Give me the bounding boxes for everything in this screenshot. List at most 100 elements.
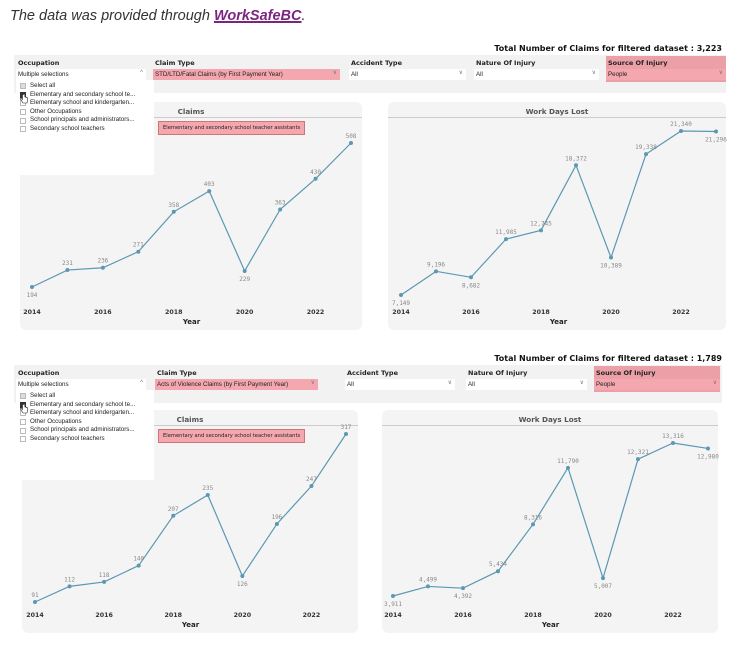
accident_type-filter-value: All	[351, 71, 358, 78]
data-label: 3,911	[384, 601, 402, 608]
dropdown-option[interactable]: Secondary school teachers	[20, 125, 150, 134]
chevron-down-icon: ∨	[332, 70, 337, 76]
data-point[interactable]	[574, 163, 578, 168]
data-label: 12,980	[697, 453, 719, 460]
dropdown-option[interactable]: Elementary and secondary school te...	[20, 401, 150, 410]
occupation-filter-value: Multiple selections	[18, 381, 69, 388]
data-point[interactable]	[706, 446, 710, 451]
data-point[interactable]	[426, 584, 430, 589]
data-point[interactable]	[496, 569, 500, 574]
occupation-filter-select[interactable]: Multiple selections ^	[16, 69, 146, 80]
claim_type-filter-select[interactable]: Acts of Violence Claims (by First Paymen…	[155, 379, 318, 390]
data-point[interactable]	[391, 594, 395, 598]
data-point[interactable]	[207, 189, 212, 194]
data-label: 358	[168, 202, 179, 209]
checkbox-icon[interactable]	[20, 436, 26, 443]
data-point[interactable]	[531, 522, 535, 527]
option-label: Secondary school teachers	[30, 124, 105, 132]
data-point[interactable]	[100, 265, 105, 270]
dropdown-option[interactable]: School principals and administrators...	[20, 116, 150, 125]
data-point[interactable]	[461, 586, 465, 591]
data-point[interactable]	[566, 465, 570, 470]
data-point[interactable]	[33, 600, 37, 604]
data-point[interactable]	[399, 293, 403, 297]
data-point[interactable]	[309, 484, 314, 489]
data-point[interactable]	[30, 285, 34, 289]
checkbox-icon[interactable]	[20, 83, 26, 90]
data-point[interactable]	[714, 129, 718, 134]
data-point[interactable]	[274, 521, 279, 526]
dropdown-option[interactable]: Select all	[20, 82, 150, 91]
claim_type-filter-label: Claim Type	[157, 369, 197, 377]
chevron-down-icon: ∨	[718, 70, 723, 76]
dropdown-option[interactable]: Elementary school and kindergarten...	[20, 409, 150, 418]
source-filter-label: Source Of Injury	[608, 59, 668, 67]
data-point[interactable]	[136, 249, 141, 254]
data-point[interactable]	[278, 207, 283, 212]
data-point[interactable]	[344, 432, 348, 436]
dropdown-option[interactable]: Other Occupations	[20, 108, 150, 117]
x-axis-title: Year	[549, 318, 568, 326]
data-label: 18,372	[565, 155, 587, 162]
data-point[interactable]	[609, 255, 613, 260]
data-point[interactable]	[136, 563, 141, 568]
data-point[interactable]	[65, 268, 70, 273]
data-point[interactable]	[504, 237, 508, 242]
data-point[interactable]	[601, 576, 605, 581]
data-point[interactable]	[171, 209, 176, 214]
data-point[interactable]	[67, 584, 72, 589]
nature-filter-select[interactable]: All ∨	[466, 379, 587, 390]
series-line	[34, 433, 347, 603]
source-filter-select[interactable]: People ∨	[594, 379, 720, 390]
data-point[interactable]	[313, 176, 318, 181]
data-point[interactable]	[205, 492, 210, 497]
x-tick-label: 2018	[524, 612, 542, 619]
accident_type-filter-select[interactable]: All ∨	[349, 69, 466, 80]
data-point[interactable]	[636, 457, 640, 462]
x-tick-label: 2022	[664, 612, 682, 619]
option-label: Other Occupations	[30, 107, 82, 115]
worksafebc-link[interactable]: WorkSafeBC	[213, 8, 302, 24]
x-tick-label: 2014	[392, 309, 410, 316]
data-point[interactable]	[102, 579, 107, 584]
data-point[interactable]	[240, 573, 245, 578]
data-point[interactable]	[539, 228, 543, 233]
dropdown-option[interactable]: Elementary school and kindergarten...	[20, 99, 150, 108]
claim_type-filter-value: STD/LTD/Fatal Claims (by First Payment Y…	[155, 71, 283, 78]
dropdown-option[interactable]: Elementary and secondary school te...	[20, 91, 150, 100]
data-point[interactable]	[644, 152, 648, 157]
nature-filter-select[interactable]: All ∨	[474, 69, 599, 80]
dropdown-option[interactable]: Select all	[20, 392, 150, 401]
option-label: Elementary school and kindergarten...	[30, 409, 135, 417]
option-label: Other Occupations	[30, 417, 82, 425]
checkbox-icon[interactable]	[20, 427, 26, 434]
accident_type-filter-select[interactable]: All ∨	[345, 379, 455, 390]
data-point[interactable]	[679, 129, 683, 133]
series-line	[31, 142, 352, 288]
checkbox-icon[interactable]	[20, 117, 26, 124]
checkbox-icon[interactable]	[20, 109, 26, 116]
checkbox-icon[interactable]	[20, 126, 26, 133]
hand-cursor-icon	[20, 93, 28, 104]
source-filter-select[interactable]: People ∨	[606, 69, 726, 80]
data-label: 21,340	[670, 121, 692, 128]
dropdown-option[interactable]: Other Occupations	[20, 418, 150, 427]
data-point[interactable]	[242, 268, 247, 273]
data-point[interactable]	[349, 141, 353, 145]
dropdown-option[interactable]: School principals and administrators...	[20, 426, 150, 435]
checkbox-icon[interactable]	[20, 419, 26, 426]
data-point[interactable]	[469, 275, 473, 280]
data-point[interactable]	[434, 269, 438, 274]
occupation-filter-select[interactable]: Multiple selections ^	[16, 379, 146, 390]
claim_type-filter-select[interactable]: STD/LTD/Fatal Claims (by First Payment Y…	[153, 69, 340, 80]
data-label: 317	[341, 424, 352, 431]
data-label: 231	[62, 260, 73, 267]
data-point[interactable]	[671, 441, 675, 445]
checkbox-icon[interactable]	[20, 393, 26, 400]
claim_type-filter-label: Claim Type	[155, 59, 195, 67]
option-label: School principals and administrators...	[30, 426, 135, 434]
dropdown-option[interactable]: Secondary school teachers	[20, 435, 150, 444]
data-point[interactable]	[171, 513, 176, 518]
chart-title: Work Days Lost	[525, 107, 589, 116]
